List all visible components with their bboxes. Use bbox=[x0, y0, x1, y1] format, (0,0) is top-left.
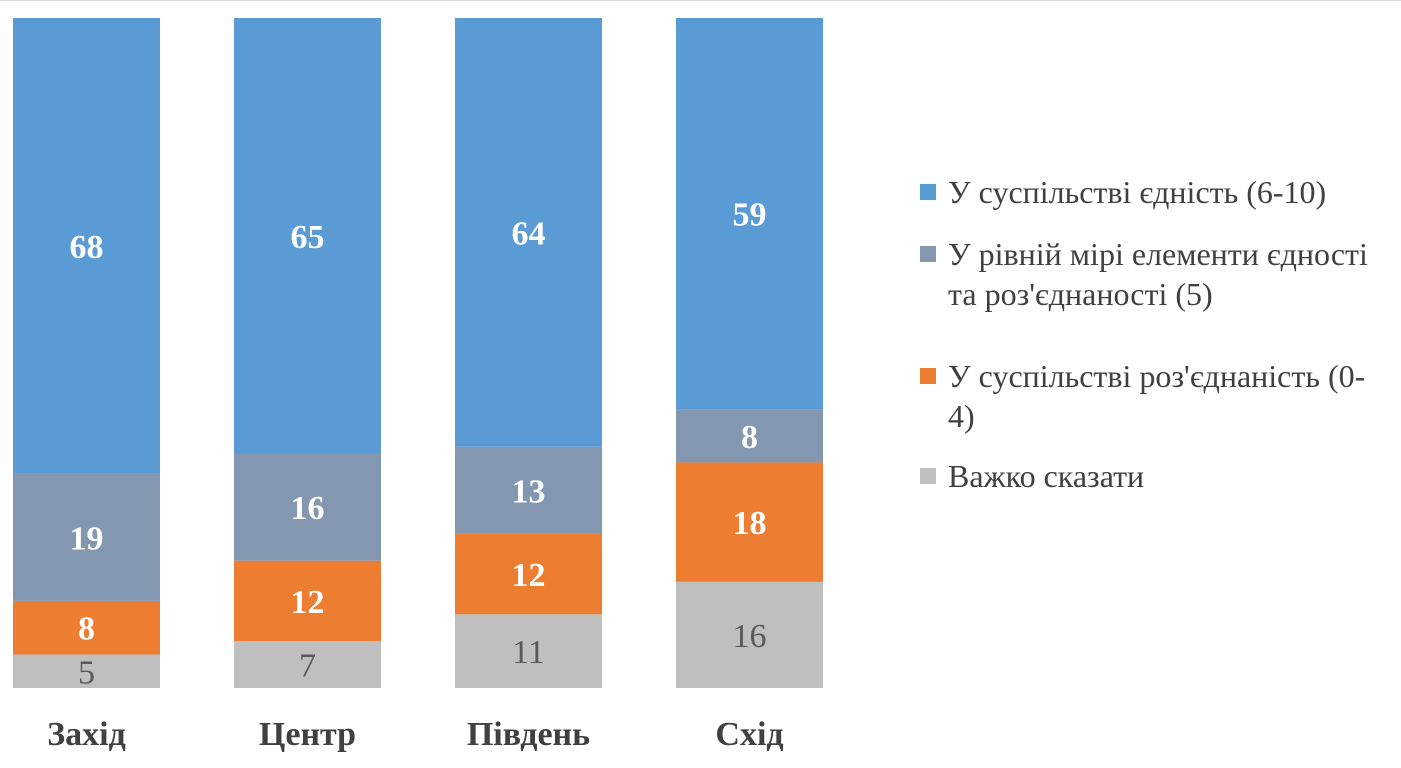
data-label-2-1: 7 bbox=[299, 648, 316, 685]
category-label-3: Південь bbox=[467, 716, 590, 753]
bar-segment-3-4 bbox=[455, 18, 602, 447]
category-label-4: Схід bbox=[715, 716, 783, 753]
data-label-4-2: 18 bbox=[733, 505, 767, 542]
data-label-1-1: 5 bbox=[78, 654, 95, 691]
bar-segment-3-3 bbox=[455, 446, 602, 534]
legend-label-hard-to-say: Важко сказати bbox=[948, 458, 1145, 494]
data-label-4-4: 59 bbox=[733, 197, 767, 234]
data-label-2-4: 65 bbox=[291, 219, 325, 256]
data-label-1-4: 68 bbox=[70, 229, 104, 266]
bar-segment-3-2 bbox=[455, 533, 602, 615]
legend-label-equal: У рівній мірі елементи єдності та роз'єд… bbox=[948, 236, 1368, 312]
legend-label-disunity: У суспільстві роз'єднаність (0-4) bbox=[948, 358, 1366, 434]
bar-segment-1-1 bbox=[13, 654, 160, 688]
data-label-1-2: 8 bbox=[78, 611, 95, 648]
bar-segment-4-3 bbox=[676, 409, 823, 463]
data-label-3-1: 11 bbox=[512, 634, 545, 671]
bar-segment-2-2 bbox=[234, 560, 381, 642]
category-label-2: Центр bbox=[259, 716, 356, 753]
legend-item-equal: У рівній мірі елементи єдності та роз'єд… bbox=[920, 234, 1390, 314]
legend: У суспільстві єдність (6-10) У рівній мі… bbox=[920, 172, 1390, 516]
legend-item-hard-to-say: Важко сказати bbox=[920, 456, 1390, 496]
data-label-4-1: 16 bbox=[733, 618, 767, 655]
bar-segment-2-4 bbox=[234, 18, 381, 454]
data-label-3-2: 12 bbox=[512, 557, 546, 594]
data-label-2-3: 16 bbox=[291, 490, 325, 527]
legend-label-unity: У суспільстві єдність (6-10) bbox=[948, 174, 1327, 210]
data-label-3-3: 13 bbox=[512, 473, 546, 510]
data-label-1-3: 19 bbox=[70, 520, 104, 557]
data-label-2-2: 12 bbox=[291, 584, 325, 621]
legend-item-unity: У суспільстві єдність (6-10) bbox=[920, 172, 1390, 212]
bar-segment-2-1 bbox=[234, 641, 381, 688]
bar-segment-1-4 bbox=[13, 18, 160, 474]
data-label-3-4: 64 bbox=[512, 215, 546, 252]
top-border-line bbox=[0, 0, 1401, 1]
bar-segment-2-3 bbox=[234, 453, 381, 561]
bar-segment-3-1 bbox=[455, 614, 602, 688]
bar-segment-1-3 bbox=[13, 473, 160, 601]
bar-segment-4-1 bbox=[676, 581, 823, 688]
legend-swatch-unity bbox=[920, 184, 936, 200]
category-label-1: Захід bbox=[47, 716, 126, 753]
legend-swatch-equal bbox=[920, 246, 936, 262]
legend-item-disunity: У суспільстві роз'єднаність (0-4) bbox=[920, 356, 1390, 436]
bar-segment-4-2 bbox=[676, 462, 823, 582]
legend-swatch-hard-to-say bbox=[920, 468, 936, 484]
bar-segment-1-2 bbox=[13, 600, 160, 655]
legend-swatch-disunity bbox=[920, 368, 936, 384]
data-label-4-3: 8 bbox=[741, 419, 758, 456]
bar-segment-4-4 bbox=[676, 18, 823, 410]
